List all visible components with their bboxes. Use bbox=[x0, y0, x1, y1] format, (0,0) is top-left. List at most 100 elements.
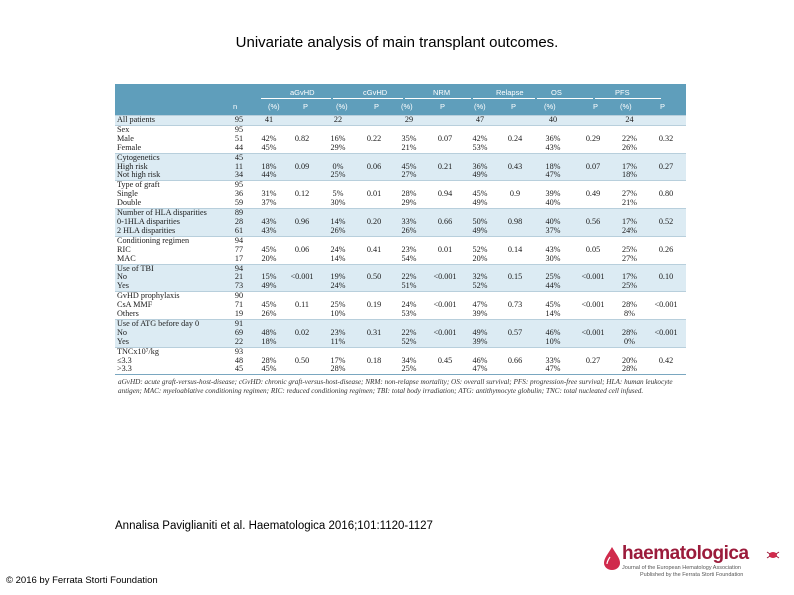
table-cell: 28% bbox=[391, 190, 427, 200]
table-cell: 51 bbox=[225, 134, 253, 144]
table-cell: 10% bbox=[533, 337, 573, 348]
table-cell bbox=[573, 152, 613, 163]
table-cell bbox=[285, 346, 319, 357]
table-cell bbox=[427, 365, 463, 375]
table-cell bbox=[253, 180, 285, 191]
table-cell: 47% bbox=[463, 301, 497, 311]
logo-tagline: Journal of the European Hematology Assoc… bbox=[622, 565, 741, 571]
table-cell: 14% bbox=[319, 217, 357, 227]
blood-drop-icon bbox=[604, 547, 620, 570]
table-cell: 52% bbox=[463, 245, 497, 255]
table-cell bbox=[573, 365, 613, 375]
table-cell: 14% bbox=[533, 310, 573, 320]
table-cell: 0.06 bbox=[357, 162, 391, 172]
table-cell bbox=[427, 282, 463, 292]
row-label: Cytogenetics bbox=[115, 152, 225, 163]
table-cell: 0.82 bbox=[285, 134, 319, 144]
table-cell: 0.66 bbox=[497, 356, 533, 366]
table-cell bbox=[533, 180, 573, 191]
header-sub: P bbox=[440, 102, 446, 111]
table-cell bbox=[533, 124, 573, 135]
table-cell bbox=[427, 152, 463, 163]
table-cell: 0.21 bbox=[427, 162, 463, 172]
table-cell bbox=[533, 318, 573, 329]
table-cell bbox=[391, 152, 427, 163]
table-cell: 22 bbox=[319, 115, 357, 126]
table-cell bbox=[497, 171, 533, 181]
table-cell bbox=[391, 291, 427, 302]
table-cell bbox=[573, 180, 613, 191]
table-cell bbox=[463, 152, 497, 163]
table-row: Use of ATG before day 0 91 bbox=[115, 318, 686, 329]
table-cell bbox=[357, 199, 391, 209]
table-cell bbox=[319, 180, 357, 191]
table-cell: 0.07 bbox=[427, 134, 463, 144]
table-cell: 22 bbox=[225, 337, 253, 348]
table-cell: 28% bbox=[613, 328, 646, 338]
table-cell: 95 bbox=[225, 180, 253, 191]
emblem-icon bbox=[766, 551, 780, 559]
row-label: Number of HLA disparities bbox=[115, 208, 225, 218]
logo-publisher: Published by the Ferrata Storti Foundati… bbox=[640, 572, 744, 578]
table-cell: 0.22 bbox=[357, 134, 391, 144]
table-cell: 69 bbox=[225, 328, 253, 338]
table-cell: 0.12 bbox=[285, 190, 319, 200]
table-cell: 49% bbox=[463, 171, 497, 181]
table-cell: 43% bbox=[533, 143, 573, 154]
table-cell bbox=[427, 235, 463, 246]
header-rule bbox=[537, 98, 593, 99]
table-row: Cytogenetics 45 bbox=[115, 152, 686, 163]
row-label: 0-1HLA disparities bbox=[115, 217, 225, 227]
table-row: Conditioning regimen 94 bbox=[115, 235, 686, 246]
table-cell: 0.18 bbox=[357, 356, 391, 366]
table-cell bbox=[613, 208, 646, 218]
table-cell bbox=[391, 235, 427, 246]
row-label: All patients bbox=[115, 115, 225, 126]
table-cell bbox=[613, 318, 646, 329]
table-cell: <0.001 bbox=[646, 328, 686, 338]
table-cell: 21 bbox=[225, 273, 253, 283]
header-sub: P bbox=[303, 102, 309, 111]
table-row: Female 44 45% 29% 21% 53% 43% 26% bbox=[115, 143, 686, 154]
table-cell: <0.001 bbox=[427, 328, 463, 338]
table-cell bbox=[357, 282, 391, 292]
row-label: Single bbox=[115, 190, 225, 200]
table-cell bbox=[497, 310, 533, 320]
table-cell bbox=[497, 337, 533, 348]
table-cell: 26% bbox=[319, 226, 357, 237]
outcomes-table: aGvHD cGvHD NRM Relapse OS PFS n (%) P (… bbox=[115, 84, 686, 415]
table-cell bbox=[253, 124, 285, 135]
header-group-agvhd: aGvHD bbox=[290, 88, 315, 97]
table-cell bbox=[573, 115, 613, 126]
table-cell: 0.20 bbox=[357, 217, 391, 227]
table-cell: 5% bbox=[319, 190, 357, 200]
table-cell bbox=[285, 235, 319, 246]
table-row: ≤3.3 48 28% 0.50 17% 0.18 34% 0.45 46% 0.66 33% 0.2… bbox=[115, 356, 686, 366]
table-cell: 14% bbox=[319, 254, 357, 264]
table-row: Number of HLA disparities 89 bbox=[115, 208, 686, 218]
table-cell bbox=[573, 171, 613, 181]
table-cell bbox=[573, 282, 613, 292]
table-cell: 24% bbox=[613, 226, 646, 237]
table-cell: 0.05 bbox=[573, 245, 613, 255]
table-cell bbox=[573, 337, 613, 348]
table-cell: 0.50 bbox=[357, 273, 391, 283]
row-label: Use of ATG before day 0 bbox=[115, 318, 225, 329]
table-cell bbox=[285, 208, 319, 218]
header-rule bbox=[595, 98, 661, 99]
table-cell bbox=[646, 115, 686, 126]
table-cell: 19% bbox=[319, 273, 357, 283]
table-cell: 20% bbox=[613, 356, 646, 366]
table-row: Male 51 42% 0.82 16% 0.22 35% 0.07 42% 0.24 36% 0.2… bbox=[115, 134, 686, 144]
table-row: 2 HLA disparities 61 43% 26% 26% 49% 37% 24% bbox=[115, 226, 686, 237]
header-sub: P bbox=[660, 102, 666, 111]
table-cell: 59 bbox=[225, 199, 253, 209]
haematologica-logo: haematologica Journal of the European He… bbox=[600, 543, 790, 579]
table-cell: 43% bbox=[253, 226, 285, 237]
table-cell bbox=[427, 124, 463, 135]
table-cell: 0.49 bbox=[573, 190, 613, 200]
table-row: Not high risk 34 44% 25% 27% 49% 47% 18% bbox=[115, 171, 686, 181]
table-row: Others 19 26% 10% 53% 39% 14% 8% bbox=[115, 310, 686, 320]
row-label: Not high risk bbox=[115, 171, 225, 181]
row-label: TNCx10⁷/kg bbox=[115, 346, 225, 357]
